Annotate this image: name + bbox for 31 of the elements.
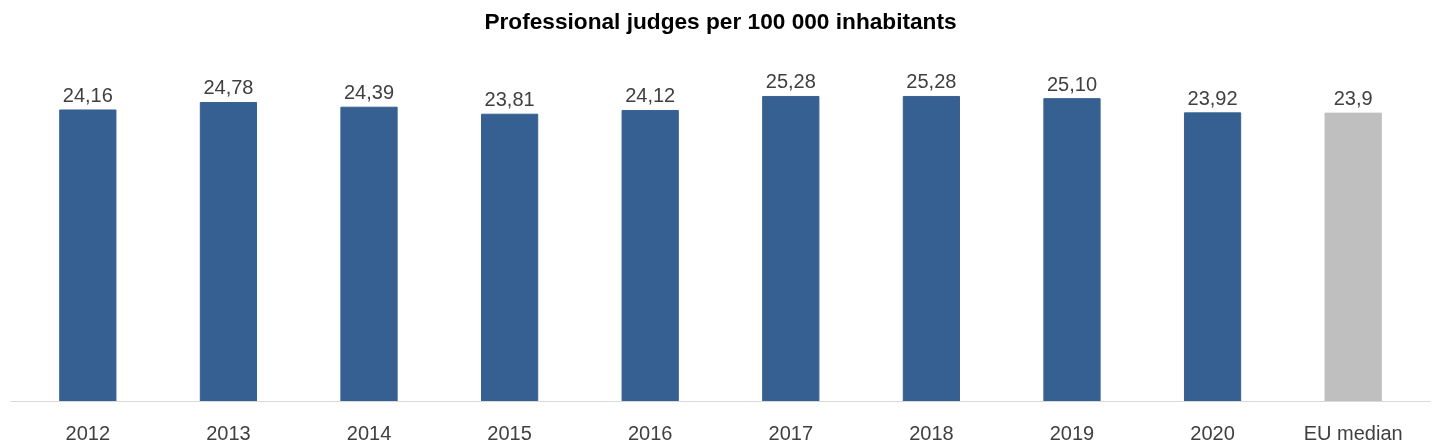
bar — [199, 101, 258, 402]
x-tick-label: 2014 — [346, 421, 392, 444]
x-tick-label: 2020 — [1190, 421, 1235, 444]
bar — [480, 113, 539, 402]
bar — [340, 106, 398, 402]
bar — [59, 109, 117, 402]
bar — [902, 95, 961, 402]
data-label: 24,78 — [203, 76, 254, 99]
bar — [762, 95, 820, 402]
data-label: 25,10 — [1046, 72, 1098, 95]
x-tick-label: 2015 — [487, 421, 532, 444]
bar — [1183, 112, 1242, 402]
data-label: 24,16 — [62, 83, 113, 106]
data-label: 23,92 — [1187, 86, 1238, 109]
data-label: 24,12 — [625, 84, 676, 107]
x-tick-label: 2018 — [909, 421, 954, 444]
bar — [1043, 98, 1101, 402]
x-tick-label: 2017 — [768, 421, 814, 444]
x-tick-label: 2013 — [206, 421, 251, 444]
data-label: 23,81 — [484, 88, 535, 111]
data-label: 23,9 — [1333, 87, 1373, 110]
x-tick-label: EU median — [1303, 421, 1403, 444]
x-tick-label: 2019 — [1049, 421, 1095, 444]
bar — [621, 109, 679, 402]
x-tick-label: 2016 — [627, 421, 673, 444]
data-label: 25,28 — [765, 70, 816, 93]
x-tick-label: 2012 — [65, 421, 111, 444]
data-label: 24,39 — [343, 81, 395, 104]
bar — [1324, 112, 1382, 402]
data-label: 25,28 — [906, 70, 957, 93]
chart-title: Professional judges per 100 000 inhabitants — [484, 7, 957, 34]
